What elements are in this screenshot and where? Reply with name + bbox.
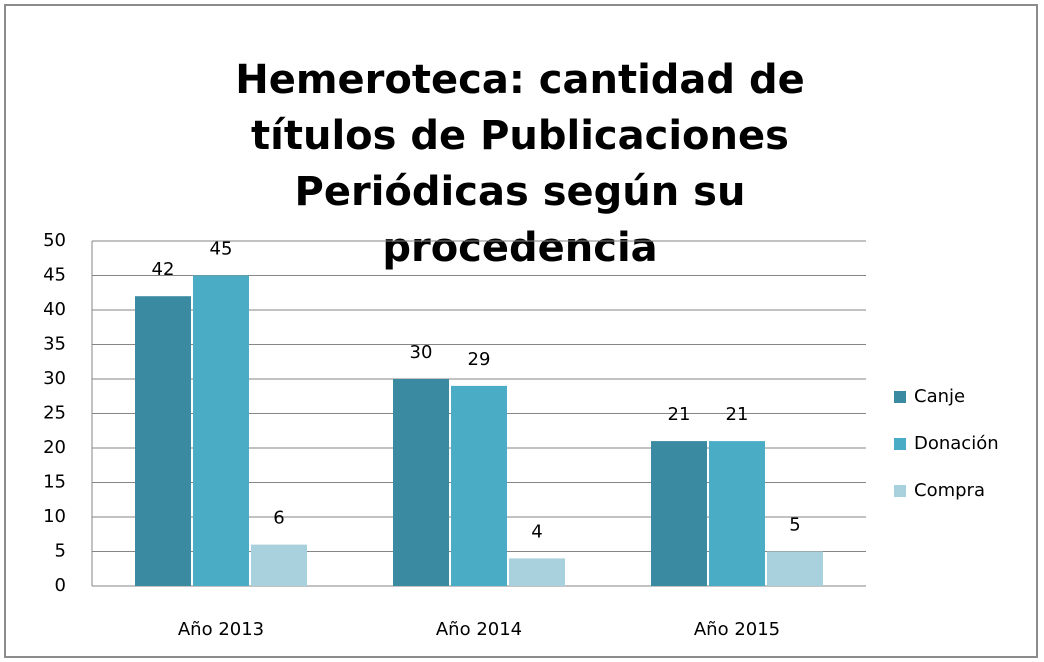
legend-swatch <box>894 391 906 403</box>
x-tick-label: Año 2014 <box>436 619 522 640</box>
y-tick-label: 30 <box>43 368 66 389</box>
bar <box>393 379 449 586</box>
legend-swatch <box>894 485 906 497</box>
data-label: 6 <box>273 508 284 529</box>
data-label: 30 <box>410 342 433 363</box>
legend-swatch <box>894 438 906 450</box>
x-tick-label: Año 2015 <box>694 619 780 640</box>
bar <box>451 385 507 586</box>
bar <box>251 544 307 586</box>
bar <box>135 296 191 586</box>
x-tick-label: Año 2013 <box>178 619 264 640</box>
data-label: 5 <box>789 515 800 536</box>
y-tick-label: 45 <box>43 265 66 286</box>
y-tick-label: 40 <box>43 299 66 320</box>
y-tick-label: 35 <box>43 334 66 355</box>
y-tick-label: 25 <box>43 403 66 424</box>
y-tick-label: 15 <box>43 472 66 493</box>
data-label: 21 <box>726 404 749 425</box>
data-label: 42 <box>152 259 175 280</box>
bar <box>767 551 823 586</box>
bar <box>193 275 249 586</box>
legend-label: Compra <box>914 480 985 501</box>
data-label: 29 <box>468 349 491 370</box>
chart-title: Hemeroteca: cantidad de títulos de Publi… <box>235 57 805 271</box>
y-tick-label: 10 <box>43 506 66 527</box>
data-label: 45 <box>210 239 233 260</box>
y-tick-label: 5 <box>55 541 66 562</box>
legend-label: Canje <box>914 386 965 407</box>
bar <box>651 441 707 586</box>
legend-label: Donación <box>914 433 999 454</box>
y-tick-label: 50 <box>43 230 66 251</box>
data-label: 4 <box>531 521 542 542</box>
bar <box>709 441 765 586</box>
y-tick-label: 20 <box>43 437 66 458</box>
y-tick-label: 0 <box>55 575 66 596</box>
data-label: 21 <box>668 404 691 425</box>
bar <box>509 558 565 586</box>
chart-border <box>4 4 1038 658</box>
